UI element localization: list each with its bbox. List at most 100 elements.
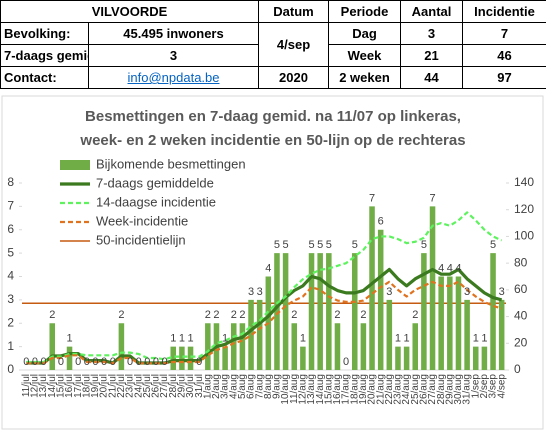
x-tick-label: 29/jul	[177, 374, 188, 398]
data-label: 4	[447, 262, 453, 274]
y2-tick-label: 140	[514, 175, 534, 189]
bar	[395, 346, 401, 370]
x-tick-label: 15/jul	[56, 374, 67, 398]
data-label: 3	[248, 286, 254, 298]
x-tick-label: 16/aug	[332, 374, 343, 405]
x-tick-label: 17/aug	[341, 374, 352, 405]
data-label: 5	[326, 239, 332, 251]
x-tick-label: 1/sep	[470, 374, 481, 399]
legend-label: Bijkomende besmettingen	[96, 156, 246, 171]
bar	[386, 299, 393, 370]
x-tick-label: 24/aug	[401, 374, 412, 405]
y-tick-label: 5	[7, 245, 14, 259]
legend-swatch	[60, 160, 90, 170]
line	[26, 267, 503, 365]
x-tick-label: 20/jul	[99, 374, 110, 398]
bar	[455, 276, 462, 370]
legend-label: 50-incidentielijn	[96, 232, 186, 247]
y-tick-label: 6	[7, 222, 14, 236]
x-tick-label: 31/jul	[194, 374, 205, 398]
bar	[498, 299, 505, 370]
bar	[179, 346, 185, 370]
bar	[248, 299, 254, 370]
x-tick-label: 18/aug	[349, 374, 360, 405]
x-tick-label: 24/jul	[133, 374, 144, 398]
bar	[326, 253, 332, 370]
cell: 21	[400, 44, 464, 67]
x-tick-label: 12/aug	[298, 374, 309, 405]
data-label: 2	[49, 309, 55, 321]
y-tick-label: 0	[7, 362, 14, 376]
cell: Dag	[328, 22, 402, 45]
x-tick-label: 11/aug	[289, 374, 300, 404]
data-label: 1	[222, 333, 228, 345]
y-tick-label: 2	[7, 315, 14, 329]
data-label: 2	[239, 309, 245, 321]
x-tick-label: 28/aug	[436, 374, 447, 405]
legend-label: Week-incidentie	[96, 213, 188, 228]
cell: Periode	[328, 0, 402, 23]
data-label: 2	[360, 309, 366, 321]
chart: Besmettingen en 7-daag gemid. na 11/07 o…	[1, 95, 544, 430]
data-label: 6	[378, 216, 384, 228]
cell: Contact:	[0, 66, 89, 89]
data-label: 5	[317, 239, 323, 251]
y2-tick-label: 40	[514, 309, 528, 323]
email-link[interactable]: info@npdata.be	[127, 70, 220, 85]
bar	[170, 346, 177, 370]
bar	[239, 323, 246, 370]
cell: 3	[400, 22, 464, 45]
x-tick-label: 27/jul	[159, 374, 170, 398]
bar	[438, 276, 444, 370]
cell: info@npdata.be	[87, 66, 260, 89]
bar	[274, 253, 280, 370]
data-label: 3	[464, 286, 470, 298]
y-tick-label: 8	[7, 175, 14, 189]
cell: 97	[462, 66, 546, 89]
bar	[230, 323, 237, 370]
x-tick-label: 15/aug	[323, 374, 334, 405]
y2-tick-label: 0	[514, 362, 521, 376]
info-table: VILVOORDE Datum Periode Aantal Incidenti…	[0, 0, 546, 89]
bar	[464, 299, 470, 370]
bar	[317, 253, 323, 370]
x-tick-label: 23/jul	[125, 374, 136, 398]
y2-tick-label: 80	[514, 255, 528, 269]
x-tick-label: 1/aug	[202, 374, 213, 399]
x-tick-label: 3/sep	[488, 374, 499, 399]
y2-tick-label: 20	[514, 335, 528, 349]
chart-title: week- en 2 weken incidentie en 50-lijn o…	[79, 132, 465, 149]
data-label: 0	[136, 356, 142, 368]
x-tick-label: 16/jul	[64, 374, 75, 398]
x-tick-label: 12/jul	[30, 374, 41, 398]
bar	[481, 346, 488, 370]
x-tick-label: 5/aug	[237, 374, 248, 399]
x-tick-label: 11/jul	[21, 374, 32, 397]
bar	[403, 346, 410, 370]
data-label: 1	[404, 333, 410, 345]
data-label: 1	[66, 333, 72, 345]
x-tick-label: 10/aug	[280, 374, 291, 405]
data-label: 2	[118, 309, 124, 321]
data-label: 3	[386, 286, 392, 298]
x-tick-label: 7/aug	[254, 374, 265, 399]
data-label: 0	[196, 356, 202, 368]
data-label: 2	[231, 309, 237, 321]
bar	[308, 253, 315, 370]
cell: 4/sep	[258, 22, 330, 67]
chart-frame	[1, 95, 544, 430]
data-label: 1	[473, 333, 479, 345]
bar	[421, 253, 427, 370]
bar	[472, 346, 479, 370]
bar	[205, 323, 211, 370]
bar	[429, 206, 436, 370]
bar	[369, 206, 375, 370]
bar	[291, 323, 298, 370]
data-label: 4	[455, 262, 461, 274]
cell: 45.495 inwoners	[87, 22, 260, 45]
data-label: 4	[265, 262, 271, 274]
cell: 46	[462, 44, 546, 67]
x-tick-label: 22/aug	[384, 374, 395, 405]
legend-label: 7-daags gemiddelde	[96, 175, 214, 190]
x-tick-label: 30/aug	[453, 374, 464, 405]
